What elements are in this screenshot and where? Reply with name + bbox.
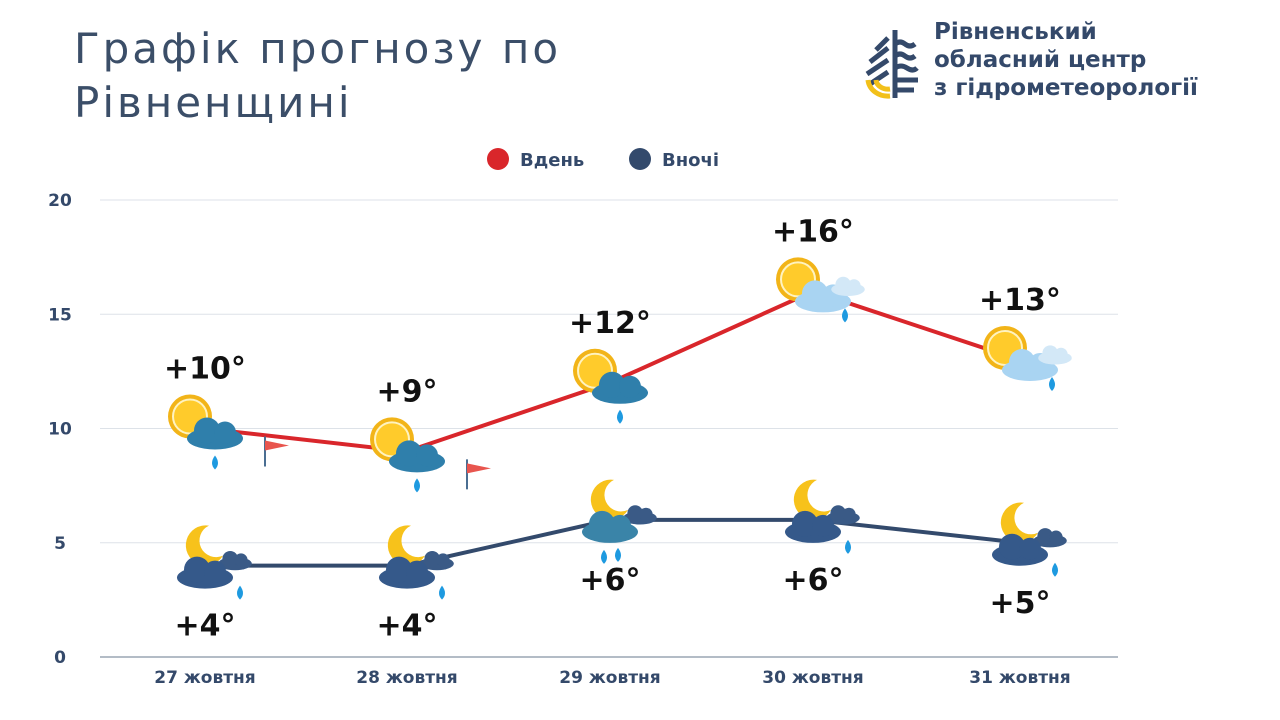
cloud-part [424, 551, 441, 567]
rain-drop-icon [842, 308, 848, 323]
legend-day-marker [487, 148, 509, 170]
org-line-1: Рівненський [934, 19, 1097, 45]
moon-cloud-heavy-rain-icon [582, 479, 657, 564]
data-label: +5° [989, 586, 1050, 621]
x-tick-label: 27 жовтня [154, 668, 255, 688]
cloud-part [639, 507, 653, 521]
rain-drop-icon [615, 547, 621, 562]
rain-drop-icon [1052, 562, 1058, 577]
cloud-part [627, 505, 643, 521]
moon-icon [590, 479, 628, 520]
data-label: +4° [174, 609, 235, 644]
y-tick-label: 0 [54, 648, 66, 668]
y-tick-label: 10 [48, 420, 72, 440]
rain-drop-icon [1049, 376, 1055, 391]
cloud-part [830, 505, 846, 521]
rain-drop-icon [845, 539, 851, 554]
data-label: +10° [164, 352, 246, 387]
data-label: +12° [569, 306, 651, 341]
data-label: +6° [579, 563, 640, 598]
cloud-part [1019, 537, 1041, 560]
cloud-part [1054, 347, 1068, 361]
moon-icon [1000, 502, 1038, 543]
data-label: +9° [376, 374, 437, 409]
rain-drop-icon [212, 455, 218, 470]
cloud-part [222, 551, 238, 567]
cloud-part [999, 533, 1025, 560]
title-line-2: Рівненщині [74, 78, 353, 127]
rain-drop-icon [237, 585, 243, 600]
moon-icon [793, 479, 831, 520]
rain-drop-icon [601, 549, 607, 564]
moon-cloud-rain-icon [379, 525, 454, 600]
cloud-part [194, 417, 220, 444]
cloud-part [812, 514, 834, 537]
y-tick-label: 15 [48, 305, 72, 325]
cloud-part [802, 280, 828, 307]
data-label: +13° [979, 283, 1061, 318]
data-label: +4° [376, 609, 437, 644]
org-line-2: обласний центр [934, 47, 1147, 73]
logo-drop-icon [865, 30, 919, 99]
cloud-part [406, 560, 428, 583]
page-title: Графік прогнозу по Рівненщині [74, 22, 674, 130]
sun-cloud-light-rain-icon [776, 257, 865, 323]
cloud-part [396, 440, 422, 467]
legend: Вдень Вночі [487, 148, 719, 171]
sun-cloud-light-rain-icon [983, 325, 1072, 391]
y-tick-label: 20 [48, 191, 72, 211]
rain-drop-icon [439, 585, 445, 600]
sun-cloud-rain-wind-icon [168, 394, 289, 470]
x-tick-label: 31 жовтня [969, 668, 1070, 688]
rain-drop-icon [414, 478, 420, 493]
cloud-part [609, 514, 631, 537]
x-tick-label: 28 жовтня [356, 668, 457, 688]
cloud-part [835, 276, 851, 293]
cloud-part [204, 560, 226, 583]
cloud-part [184, 556, 210, 583]
moon-icon [387, 525, 425, 566]
x-tick-label: 30 жовтня [762, 668, 863, 688]
moon-icon [185, 525, 223, 566]
rain-drop-icon [617, 409, 623, 424]
moon-cloud-rain-icon [992, 502, 1067, 577]
data-label: +6° [782, 563, 843, 598]
cloud-part [234, 553, 248, 567]
cloud-part [847, 279, 861, 293]
cloud-part [1042, 345, 1058, 361]
org-name: Рівненський обласний центр з гідрометеор… [934, 18, 1198, 102]
cloud-part [1009, 348, 1035, 375]
legend-day-label: Вдень [520, 150, 584, 171]
title-line-1: Графік прогнозу по [74, 24, 562, 73]
legend-night-label: Вночі [662, 150, 719, 171]
cloud-part [436, 553, 450, 567]
cloud-part [1037, 528, 1053, 544]
windsock-icon [265, 440, 289, 451]
moon-cloud-rain-icon [785, 479, 860, 554]
sun-cloud-rain-icon [573, 348, 648, 424]
cloud-part [386, 556, 412, 583]
cloud-part [792, 510, 818, 537]
cloud-part [589, 510, 615, 537]
org-line-3: з гідрометеорології [934, 75, 1198, 101]
moon-cloud-rain-icon [177, 525, 252, 600]
windsock-icon [467, 463, 491, 474]
x-tick-label: 29 жовтня [559, 668, 660, 688]
cloud-part [619, 375, 641, 398]
y-tick-label: 5 [54, 534, 66, 554]
sun-cloud-rain-wind-icon [370, 417, 491, 493]
cloud-part [1049, 530, 1063, 544]
cloud-part [842, 507, 856, 521]
cloud-part [599, 371, 625, 398]
legend-night-marker [629, 148, 651, 170]
cloud-part [416, 444, 438, 467]
data-label: +16° [772, 214, 854, 249]
cloud-part [214, 421, 236, 444]
